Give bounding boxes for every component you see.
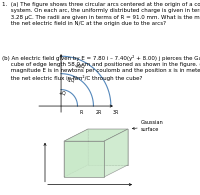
Text: +9Q: +9Q — [74, 63, 85, 68]
Text: 2R: 2R — [95, 110, 102, 114]
Text: R: R — [79, 110, 83, 114]
Text: 1.  (a) The figure shows three circular arcs centered at the origin of a coordin: 1. (a) The figure shows three circular a… — [2, 2, 200, 26]
Polygon shape — [64, 129, 128, 141]
Text: -1Q: -1Q — [67, 78, 76, 82]
Polygon shape — [104, 129, 128, 177]
Text: 3R: 3R — [113, 110, 119, 114]
Text: +Q: +Q — [59, 90, 67, 95]
Polygon shape — [88, 129, 128, 165]
Text: (b) An electric field given by E = 7.80 i – 7.40(y² + 8.00) j pierces the Gaussi: (b) An electric field given by E = 7.80 … — [2, 55, 200, 81]
Polygon shape — [64, 129, 88, 177]
Polygon shape — [64, 141, 104, 177]
Text: Gaussian
surface: Gaussian surface — [141, 120, 164, 132]
